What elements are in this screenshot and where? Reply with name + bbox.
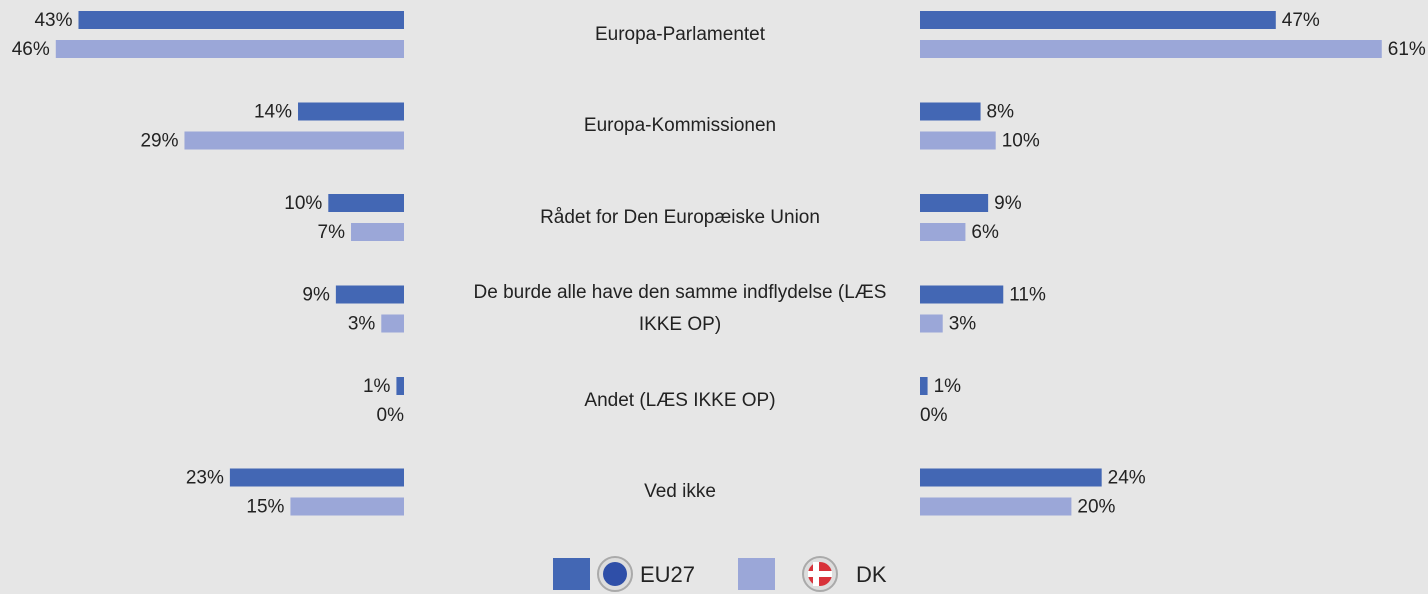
bar [920,194,989,212]
value-label: 24% [1108,468,1146,489]
legend-label: EU27 [640,562,695,587]
category-label: Ved ikke [644,481,716,502]
value-label: 1% [934,376,962,397]
bar [920,468,1102,487]
bar [229,468,404,487]
bar [920,497,1072,516]
value-label: 9% [994,193,1022,214]
value-label: 46% [12,39,50,60]
eu-flag-icon [603,562,627,586]
value-label: 47% [1282,10,1320,31]
bar [290,497,404,516]
category-label: Europa-Kommissionen [583,115,777,136]
bar [78,11,405,29]
value-label: 1% [363,376,391,397]
bar [55,40,404,58]
category-label: De burde alle have den samme indflydelse… [473,282,887,335]
legend-swatch [738,558,775,590]
bar [920,223,966,241]
bar [920,40,1382,58]
value-label: 10% [284,193,322,214]
bar [920,377,928,395]
value-label: 43% [34,10,72,31]
value-label: 10% [1002,131,1040,152]
category-label: Rådet for Den Europæiske Union [540,206,820,228]
bar [396,377,404,395]
bar [920,11,1276,29]
value-label: 3% [348,314,376,335]
value-label: 11% [1009,285,1046,306]
legend-label: DK [856,562,887,587]
bar [328,194,404,212]
category-label: Europa-Parlamentet [594,23,766,45]
value-label: 15% [246,497,284,518]
value-label: 0% [377,405,405,426]
value-label: 8% [987,102,1015,123]
bar [381,314,404,333]
bar [184,131,404,150]
value-label: 14% [254,102,292,123]
bar [920,314,943,333]
value-label: 0% [920,405,948,426]
value-label: 9% [302,285,330,306]
value-label: 23% [186,468,224,489]
bar [351,223,404,241]
bar [920,285,1004,304]
dk-flag-icon [813,562,819,586]
value-label: 6% [971,222,999,243]
legend-swatch [553,558,590,590]
bar [920,102,981,121]
value-label: 29% [140,131,178,152]
value-label: 7% [318,222,346,243]
bar [298,102,404,121]
dk-flag-icon [808,571,832,577]
value-label: 20% [1077,497,1115,518]
bar [335,285,404,304]
category-label: Andet (LÆS IKKE OP) [584,389,776,411]
legend [597,556,838,592]
value-label: 61% [1388,39,1426,60]
value-label: 3% [949,314,977,335]
bar [920,131,996,150]
